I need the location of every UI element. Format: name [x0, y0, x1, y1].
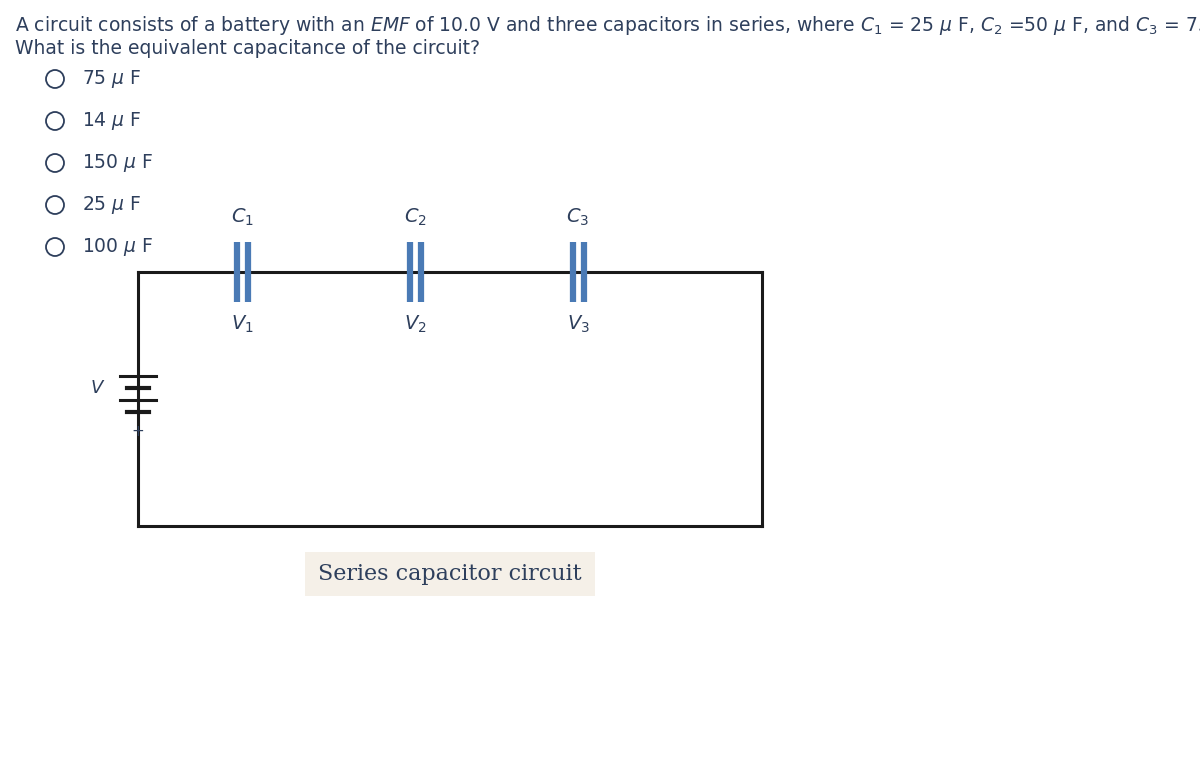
- Text: Series capacitor circuit: Series capacitor circuit: [318, 563, 582, 585]
- Text: V: V: [91, 379, 103, 397]
- Text: 25 $\mu$ F: 25 $\mu$ F: [82, 194, 142, 216]
- Text: $V_1$: $V_1$: [230, 314, 253, 335]
- Text: $C_1$: $C_1$: [230, 207, 253, 228]
- Text: $C_2$: $C_2$: [403, 207, 426, 228]
- Text: $V_3$: $V_3$: [566, 314, 589, 335]
- Text: What is the equivalent capacitance of the circuit?: What is the equivalent capacitance of th…: [14, 39, 480, 58]
- Text: $C_3$: $C_3$: [566, 207, 589, 228]
- FancyBboxPatch shape: [305, 552, 595, 596]
- Text: $V_2$: $V_2$: [403, 314, 426, 335]
- Text: 14 $\mu$ F: 14 $\mu$ F: [82, 110, 142, 132]
- Text: 150 $\mu$ F: 150 $\mu$ F: [82, 152, 154, 174]
- Text: 75 $\mu$ F: 75 $\mu$ F: [82, 68, 142, 90]
- Text: +: +: [132, 424, 144, 439]
- Text: 100 $\mu$ F: 100 $\mu$ F: [82, 236, 154, 258]
- Text: A circuit consists of a battery with an $\it{EMF}$ of 10.0 V and three capacitor: A circuit consists of a battery with an …: [14, 14, 1200, 37]
